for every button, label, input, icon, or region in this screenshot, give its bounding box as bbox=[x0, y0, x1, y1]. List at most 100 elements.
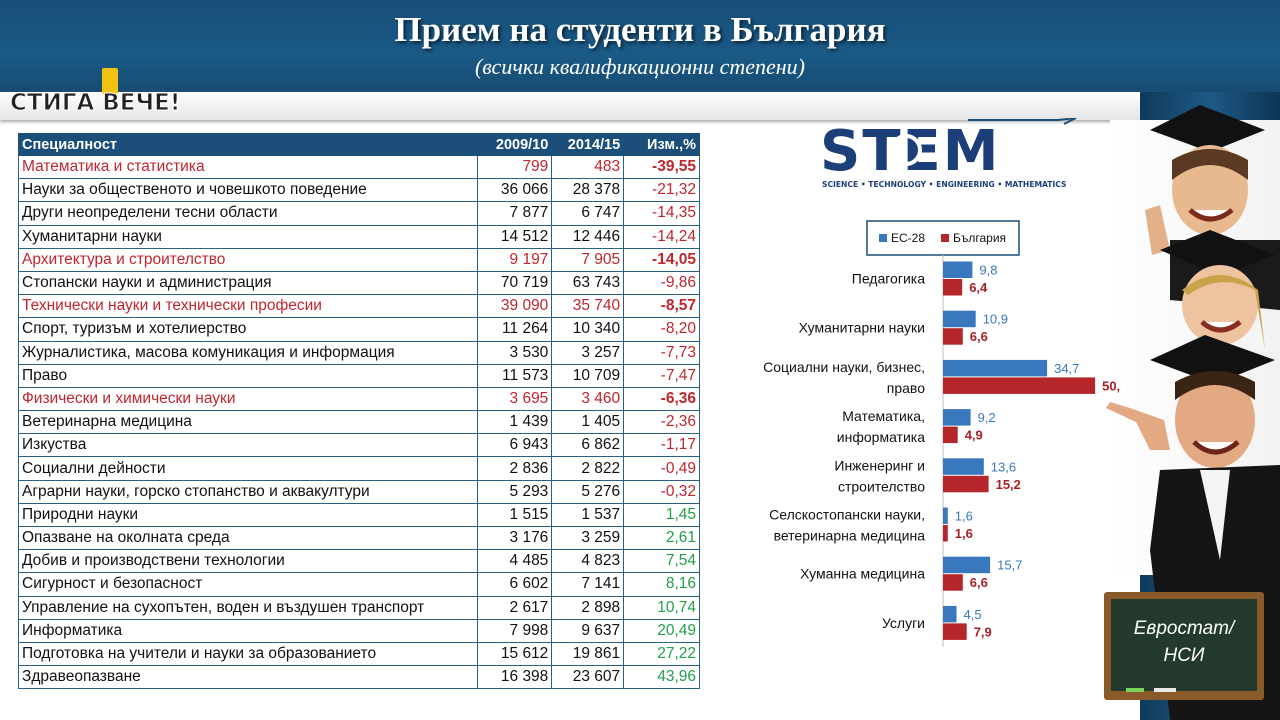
specialty-cell: Други неопределени тесни области bbox=[17, 201, 479, 226]
category-label: ветеринарна медицина bbox=[774, 528, 926, 544]
data-label: 1,6 bbox=[955, 509, 973, 524]
value-2014-cell: 23 607 bbox=[551, 665, 625, 690]
page-title: Прием на студенти в България bbox=[394, 10, 886, 49]
svg-text:СТИГА ВЕЧЕ!: СТИГА ВЕЧЕ! bbox=[10, 90, 180, 116]
table-row: Подготовка на учители и науки за образов… bbox=[17, 641, 700, 667]
change-cell: -21,32 bbox=[623, 178, 700, 203]
value-2009-cell: 4 485 bbox=[477, 549, 553, 574]
table-row: Технически науки и технически професии 39… bbox=[17, 294, 700, 319]
page-subtitle: (всички квалификационни степени) bbox=[474, 54, 806, 79]
change-cell: -7,47 bbox=[623, 363, 700, 388]
specialty-cell: Ветеринарна медицина bbox=[17, 410, 479, 435]
value-2014-cell: 10 340 bbox=[551, 317, 625, 342]
source-note: Евростат/ НСИ bbox=[1133, 618, 1235, 666]
admissions-table: Специалност 2009/10 2014/15 Изм.,% Матем… bbox=[17, 133, 700, 690]
change-cell: 1,45 bbox=[623, 502, 700, 528]
specialty-cell: Подготовка на учители и науки за образов… bbox=[17, 641, 479, 667]
specialty-cell: Архитектура и строителство bbox=[17, 247, 479, 272]
value-2014-cell: 7 905 bbox=[551, 247, 625, 272]
table-row: Аграрни науки, горско стопанство и аквак… bbox=[17, 479, 700, 504]
hand-icon bbox=[1145, 205, 1170, 255]
data-label: 7,9 bbox=[974, 624, 992, 639]
table-row: Сигурност и безопасност 6 602 7 141 8,16 bbox=[17, 572, 700, 597]
value-2009-cell: 11 264 bbox=[477, 317, 553, 342]
value-2014-cell: 2 822 bbox=[551, 456, 625, 481]
value-2014-cell: 6 747 bbox=[551, 201, 625, 226]
value-2009-cell: 7 998 bbox=[477, 618, 553, 643]
change-cell: 27,22 bbox=[623, 641, 700, 667]
category-label: Селскостопански науки, bbox=[769, 507, 925, 523]
table-row: Журналистика, масова комуникация и инфор… bbox=[17, 340, 700, 365]
legend-label: България bbox=[953, 231, 1006, 245]
data-label: 6,6 bbox=[970, 329, 988, 344]
table-row: Стопански науки и администрация 70 719 63 … bbox=[17, 270, 700, 296]
table-body: Математика и статистика 799 483 -39,55 Науки… bbox=[17, 154, 700, 690]
change-cell: 7,54 bbox=[623, 549, 700, 574]
specialty-cell: Природни науки bbox=[17, 502, 479, 528]
category-label: право bbox=[887, 380, 925, 396]
category-label: Хуманна медицина bbox=[800, 566, 925, 582]
category-label: информатика bbox=[837, 429, 925, 445]
stiga-veche-logo: СТИГА ВЕЧЕ! bbox=[10, 68, 181, 117]
value-2014-cell: 5 276 bbox=[551, 479, 625, 504]
legend-label: ЕС-28 bbox=[891, 231, 925, 245]
legend-swatch bbox=[941, 234, 949, 242]
table-row: Ветеринарна медицина 1 439 1 405 -2,36 bbox=[17, 410, 700, 435]
value-2014-cell: 63 743 bbox=[551, 270, 625, 296]
bar-bulgaria bbox=[943, 328, 963, 345]
category-label: Инженеринг и bbox=[834, 457, 925, 473]
change-cell: 10,74 bbox=[623, 595, 700, 620]
value-2014-cell: 3 460 bbox=[551, 386, 625, 412]
specialty-cell: Журналистика, масова комуникация и инфор… bbox=[17, 340, 479, 365]
table-row: Природни науки 1 515 1 537 1,45 bbox=[17, 502, 700, 528]
change-cell: -7,73 bbox=[623, 340, 700, 365]
change-cell: -14,35 bbox=[623, 201, 700, 226]
change-cell: -9,86 bbox=[623, 270, 700, 296]
table-row: Право 11 573 10 709 -7,47 bbox=[17, 363, 700, 388]
specialty-cell: Изкуства bbox=[17, 433, 479, 458]
bar-eu28 bbox=[943, 507, 948, 524]
specialty-cell: Науки за общественото и човешкото поведе… bbox=[17, 178, 479, 203]
logo-band bbox=[0, 92, 1165, 120]
specialty-cell: Математика и статистика bbox=[17, 154, 479, 180]
value-2009-cell: 3 695 bbox=[477, 386, 553, 412]
data-label: 9,8 bbox=[979, 263, 997, 278]
bar-bulgaria bbox=[943, 623, 967, 640]
value-2014-cell: 12 446 bbox=[551, 224, 625, 249]
value-2014-cell: 3 257 bbox=[551, 340, 625, 365]
specialty-cell: Право bbox=[17, 363, 479, 388]
value-2009-cell: 3 530 bbox=[477, 340, 553, 365]
value-2014-cell: 35 740 bbox=[551, 294, 625, 319]
bar-eu28 bbox=[943, 261, 973, 278]
value-2009-cell: 9 197 bbox=[477, 247, 553, 272]
bar-eu28 bbox=[943, 605, 957, 623]
data-label: 13,6 bbox=[991, 459, 1016, 474]
bar-eu28 bbox=[943, 359, 1048, 377]
table-row: Архитектура и строителство 9 197 7 905 -14,… bbox=[17, 247, 700, 272]
table-row: Управление на сухопътен, воден и въздуше… bbox=[17, 595, 700, 620]
specialty-cell: Социални дейности bbox=[17, 456, 479, 481]
change-cell: -39,55 bbox=[623, 154, 700, 180]
change-cell: 43,96 bbox=[623, 665, 700, 690]
data-label: 4,9 bbox=[965, 428, 983, 443]
header-bar bbox=[0, 0, 1280, 92]
value-2014-cell: 1 537 bbox=[551, 502, 625, 528]
table-row: Опазване на околната среда 3 176 3 259 2,61 bbox=[17, 525, 700, 551]
value-2009-cell: 1 515 bbox=[477, 502, 553, 528]
value-2009-cell: 16 398 bbox=[477, 665, 553, 690]
specialty-cell: Сигурност и безопасност bbox=[17, 572, 479, 597]
value-2009-cell: 799 bbox=[477, 154, 553, 180]
value-2009-cell: 3 176 bbox=[477, 525, 553, 551]
category-label: Педагогика bbox=[852, 271, 925, 287]
change-cell: 20,49 bbox=[623, 618, 700, 643]
bar-bulgaria bbox=[943, 377, 1096, 394]
value-2014-cell: 7 141 bbox=[551, 572, 625, 597]
bar-bulgaria bbox=[943, 279, 963, 296]
bar-eu28 bbox=[943, 556, 991, 574]
stem-bar-chart: ЕС-28 България 9,8 6,4 Педагогика 10,9 6,6 Хума… bbox=[763, 220, 1120, 647]
value-2009-cell: 5 293 bbox=[477, 479, 553, 504]
legend-swatch bbox=[879, 234, 887, 242]
value-2014-cell: 19 861 bbox=[551, 641, 625, 667]
change-cell: -1,17 bbox=[623, 433, 700, 458]
svg-text:STEM: STEM bbox=[820, 119, 1001, 184]
